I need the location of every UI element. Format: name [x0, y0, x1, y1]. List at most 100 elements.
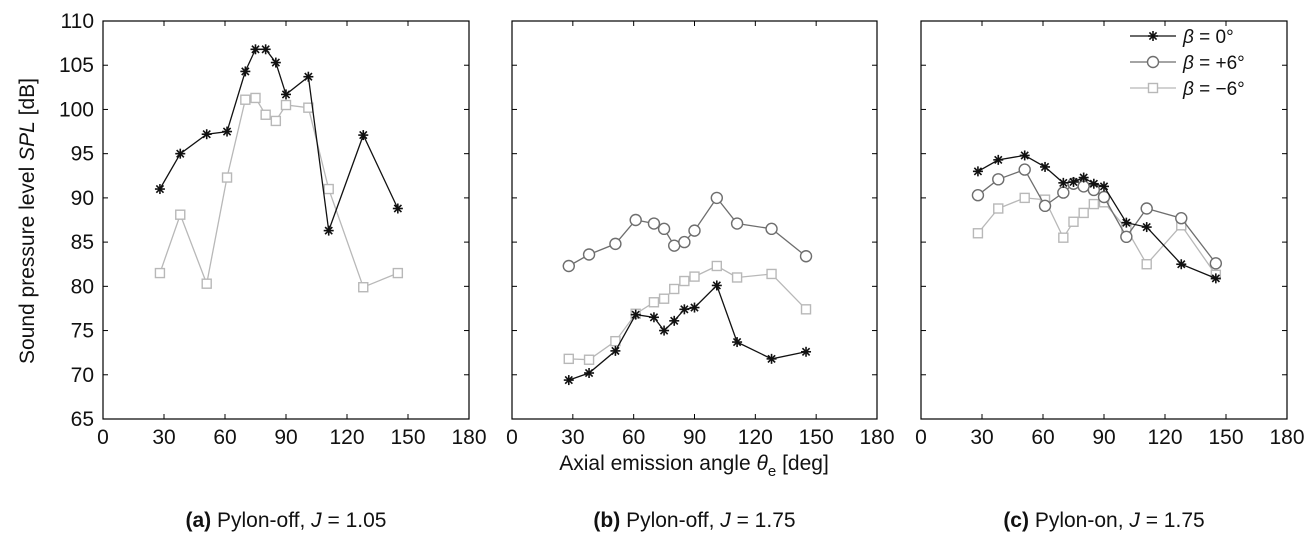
- legend-marker: [1148, 31, 1158, 41]
- panel-b-xtick-label: 60: [622, 426, 645, 449]
- panel-b-point-b0-d2: [564, 375, 573, 385]
- panel-b-point-bm6: [563, 353, 574, 365]
- panel-c-point-b0-d2: [1069, 177, 1078, 187]
- legend-label-beta: β: [1182, 79, 1194, 100]
- panel-c-point-bp6: [1175, 212, 1188, 225]
- panel-a-ytick-label: 85: [71, 231, 94, 254]
- panel-c-point-b0-d2: [1099, 182, 1109, 191]
- legend-label: β = −6°: [1182, 79, 1245, 100]
- panel-b-point-b0: [630, 309, 641, 320]
- panel-a-point-bm6: [260, 109, 271, 120]
- panel-c-point-b0-d2: [1040, 162, 1050, 172]
- panel-a-xtick-label: 30: [152, 426, 175, 449]
- panel-b-xtick-label: 90: [683, 426, 706, 449]
- panel-a-ytick-label: 70: [71, 364, 94, 387]
- panel-b-xtick-label: 30: [561, 426, 584, 449]
- panel-a-point-b0: [303, 71, 314, 82]
- panel-b-point-b0-d2: [767, 354, 776, 364]
- x-axis-label: Axial emission angle θe [deg]: [559, 452, 829, 480]
- panel-c-point-bm6: [1088, 198, 1100, 210]
- panel-a-ytick-label: 90: [71, 187, 94, 210]
- panel-c-point-b0: [972, 166, 983, 177]
- panel-a-point-b0-d2: [155, 184, 165, 194]
- panel-b-xtick-label: 150: [799, 426, 834, 449]
- panel-b-point-bp6: [647, 217, 661, 230]
- panel-a-point-b0-d2: [271, 58, 280, 67]
- panel-b-caption-val: = 1.75: [731, 509, 796, 532]
- panel-c-point-b0: [1099, 181, 1109, 192]
- panel-a-point-b0: [270, 57, 281, 68]
- panel-c-xtick-label: 180: [1269, 426, 1304, 449]
- panel-c-point-bp6: [1209, 257, 1223, 270]
- panel-c-caption-var: J: [1128, 509, 1140, 532]
- panel-c-point-b0: [1040, 161, 1051, 172]
- panel-c-point-bp6: [992, 173, 1005, 186]
- panel-b-caption-text: Pylon-off,: [620, 509, 720, 532]
- panel-b-point-b0-d2: [690, 303, 699, 312]
- legend-label: β = +6°: [1182, 53, 1245, 74]
- panel-a-point-bm6: [221, 172, 233, 183]
- panel-b-point-b0: [659, 325, 670, 336]
- x-axis-label-prefix: Axial emission angle: [559, 452, 756, 475]
- panel-a-point-bm6: [270, 115, 282, 127]
- panel-b-point-b0: [711, 280, 722, 291]
- panel-b-point-b0-d2: [680, 305, 689, 314]
- panel-c-point-bp6: [1038, 199, 1052, 213]
- panel-b-point-bm6: [648, 297, 660, 308]
- panel-c-point-b0: [1068, 176, 1079, 187]
- y-axis-label-prefix: Sound pressure level: [16, 161, 39, 364]
- panel-a-point-bm6: [154, 267, 166, 279]
- panel-c-xtick-label: 90: [1092, 426, 1115, 449]
- panel-a-point-bm6: [358, 282, 369, 293]
- panel-a-point-b0: [358, 130, 369, 141]
- panel-c-point-b0-d2: [1020, 151, 1029, 160]
- panel-a-xtick-label: 90: [274, 426, 297, 449]
- legend-label-beta: β: [1182, 53, 1194, 74]
- panel-c-caption-tag: (c): [1003, 509, 1029, 532]
- panel-c-point-b0-d2: [973, 167, 983, 176]
- panel-b-point-b0-d2: [659, 326, 669, 335]
- panel-b-point-b0-d2: [631, 310, 640, 319]
- panel-c-point-bm6: [972, 228, 984, 239]
- panel-c-point-bm6: [1078, 207, 1089, 219]
- panel-a-series-b0: [154, 44, 403, 236]
- panel-a-point-b0-d2: [261, 45, 270, 54]
- panel-a: 0 30 60 90 120 150 180 65 70 75 80 85 90 95 100 105 110 (…: [59, 10, 487, 532]
- panel-b-point-bm6: [800, 304, 812, 315]
- panel-b-point-b0-d2: [611, 346, 620, 356]
- panel-c-xtick-label: 150: [1208, 426, 1243, 449]
- panel-c-point-bp6: [1120, 230, 1133, 244]
- panel-a-xtick-label: 120: [329, 426, 364, 449]
- panel-a-point-b0-d2: [304, 72, 313, 81]
- panel-c-point-bm6: [1141, 259, 1152, 270]
- x-axis-label-var: θ: [756, 452, 768, 475]
- panel-c-point-b0: [1210, 273, 1221, 284]
- panel-b-frame: [511, 20, 878, 420]
- panel-c-caption-val: = 1.75: [1140, 509, 1205, 532]
- panel-c-series-b0: [972, 150, 1221, 284]
- panel-a-point-b0-d2: [241, 67, 250, 76]
- legend-marker: [1146, 55, 1160, 69]
- panel-a-point-b0: [281, 89, 291, 100]
- panels: 0 30 60 90 120 150 180 65 70 75 80 85 90 95 100 105 110 (…: [59, 10, 1305, 532]
- panel-b-point-bp6: [629, 213, 642, 227]
- panel-b-caption-var: J: [719, 509, 731, 532]
- legend-marker-d2: [1148, 31, 1158, 41]
- panel-b-point-b0: [563, 375, 574, 386]
- panel-a-point-bm6: [392, 267, 404, 279]
- x-axis-label-sub: e: [768, 463, 776, 480]
- panel-c-point-b0-d2: [1122, 218, 1131, 227]
- legend-label: β = 0°: [1182, 27, 1234, 48]
- panel-c-point-bp6: [1018, 163, 1031, 176]
- panel-a-point-b0-d2: [176, 149, 185, 158]
- panel-a-ytick-label: 75: [71, 320, 94, 343]
- panel-b-point-b0-d2: [712, 281, 721, 290]
- panel-c-point-bm6: [1019, 192, 1030, 204]
- panel-c-xtick-label: 120: [1147, 426, 1182, 449]
- panel-b-point-bm6: [766, 268, 777, 280]
- panel-a-point-bm6: [250, 92, 261, 104]
- panel-b-point-bm6: [689, 271, 700, 282]
- legend-label-eq: =: [1194, 27, 1216, 48]
- legend: β = 0° β = +6° β = −6°: [1130, 27, 1245, 100]
